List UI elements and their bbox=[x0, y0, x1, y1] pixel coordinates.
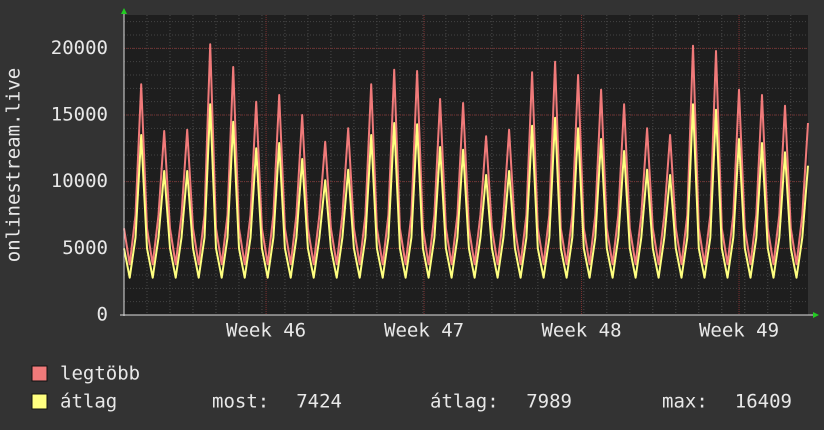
stat-label: most: bbox=[212, 391, 269, 413]
y-axis-label: onlinestream.live bbox=[3, 68, 25, 262]
y-tick-label: 0 bbox=[97, 304, 108, 326]
stat-label: max: bbox=[662, 391, 708, 413]
x-tick-label: Week 46 bbox=[226, 320, 306, 342]
legend-swatch bbox=[31, 393, 48, 410]
stat-value: 16409 bbox=[735, 391, 792, 413]
stat-label: átlag: bbox=[430, 391, 499, 413]
x-tick-label: Week 48 bbox=[541, 320, 621, 342]
legend-label: átlag bbox=[60, 391, 117, 413]
legend-label: legtöbb bbox=[60, 363, 140, 385]
x-tick-label: Week 49 bbox=[699, 320, 779, 342]
x-tick-label: Week 47 bbox=[384, 320, 464, 342]
x-arrow bbox=[813, 312, 819, 318]
y-tick-label: 10000 bbox=[51, 170, 108, 192]
y-tick-label: 20000 bbox=[51, 37, 108, 59]
y-tick-label: 15000 bbox=[51, 104, 108, 126]
series-line bbox=[123, 43, 809, 266]
y-tick-label: 5000 bbox=[62, 237, 108, 259]
stat-value: 7424 bbox=[296, 391, 342, 413]
legend-swatch bbox=[31, 365, 48, 382]
stat-value: 7989 bbox=[526, 391, 572, 413]
y-arrow bbox=[121, 8, 127, 14]
series-line bbox=[123, 103, 809, 279]
